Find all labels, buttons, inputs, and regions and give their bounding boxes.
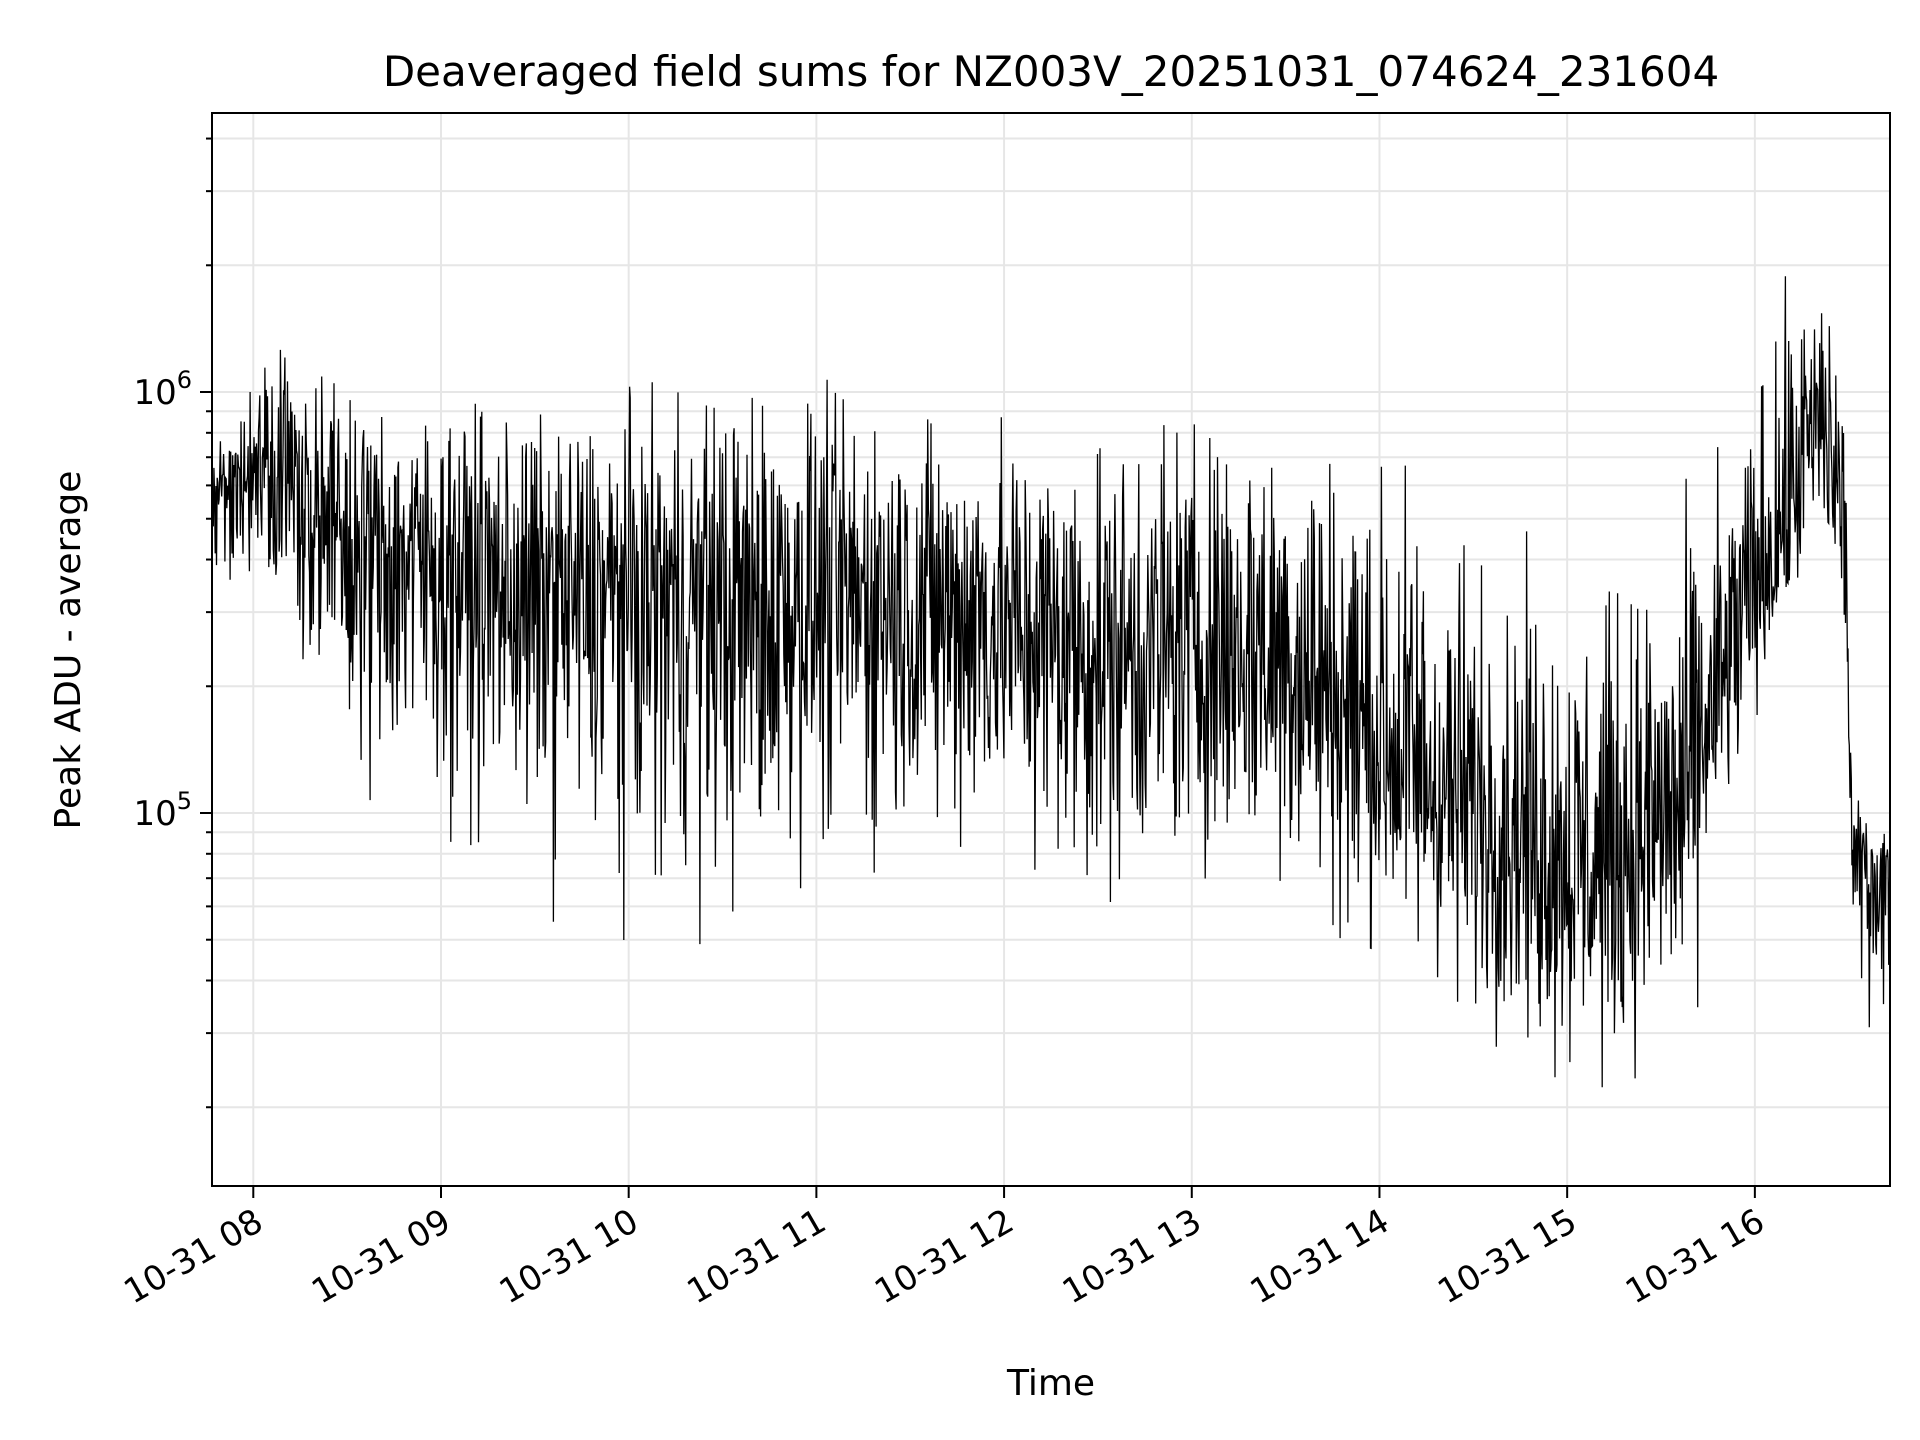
series-line (211, 276, 1891, 1088)
plot-frame (211, 112, 1891, 1187)
x-tick-label: 10-31 14 (1244, 1201, 1396, 1312)
x-axis-label: Time (1006, 1363, 1095, 1404)
x-tick-label: 10-31 15 (1431, 1201, 1583, 1312)
y-axis-label: Peak ADU - average (48, 471, 89, 830)
chart-title: Deaveraged field sums for NZ003V_2025103… (383, 47, 1719, 96)
y-tick-label: 105 (133, 787, 192, 834)
x-tick-label: 10-31 09 (305, 1201, 457, 1312)
x-tick-label: 10-31 16 (1619, 1201, 1771, 1312)
x-tick-label: 10-31 10 (493, 1201, 645, 1312)
x-tick-label: 10-31 08 (117, 1201, 269, 1312)
x-tick-label: 10-31 12 (868, 1201, 1020, 1312)
x-axis-ticks: 10-31 08 10-31 09 10-31 10 10-31 11 10-31 12… (117, 1186, 1771, 1312)
grid (212, 113, 1890, 1186)
x-tick-label: 10-31 13 (1056, 1201, 1208, 1312)
y-axis-ticks: 105 106 (133, 137, 212, 1109)
data-layer (211, 276, 1891, 1088)
x-tick-label: 10-31 11 (680, 1201, 832, 1312)
y-tick-label: 106 (133, 366, 192, 413)
